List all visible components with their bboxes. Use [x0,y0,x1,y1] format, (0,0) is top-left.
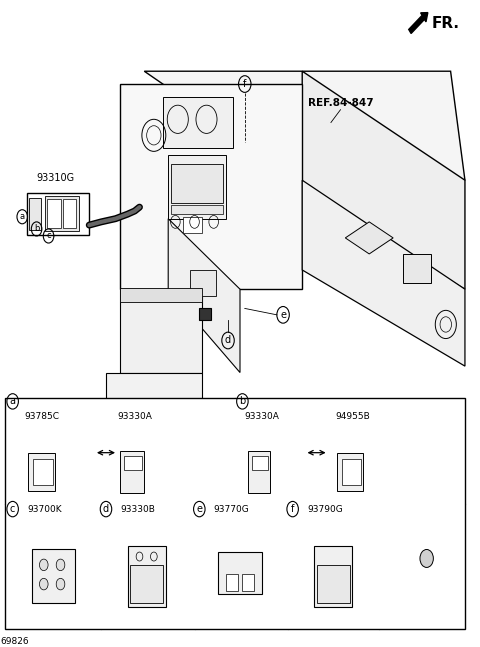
Bar [170,164,223,203]
Bar [29,198,41,230]
Circle shape [56,578,65,590]
Text: 93330A: 93330A [117,411,152,421]
Bar [403,254,432,283]
Polygon shape [120,84,302,289]
Text: 93330B: 93330B [120,505,155,514]
Bar [199,309,211,320]
Bar [218,552,262,594]
Text: FR.: FR. [432,16,459,31]
Bar [314,545,352,606]
Text: 93770G: 93770G [214,505,250,514]
Polygon shape [302,71,465,289]
Bar [130,565,163,604]
Bar [5,398,465,629]
Circle shape [39,559,48,571]
Bar [190,270,216,296]
Text: 93330A: 93330A [244,411,279,421]
Bar [32,549,75,604]
Bar [163,97,233,148]
Bar [342,459,361,485]
Text: b: b [34,225,39,234]
Text: d: d [225,336,231,345]
Bar [63,199,76,228]
Polygon shape [144,71,465,181]
Text: d: d [103,504,109,514]
Text: e: e [196,504,202,514]
Bar [27,193,89,235]
Polygon shape [120,289,202,373]
Text: f: f [243,79,246,89]
Text: 93785C: 93785C [24,411,59,421]
Bar [120,288,202,302]
Text: c: c [10,504,15,514]
Bar [33,459,53,485]
Circle shape [420,549,433,567]
Text: a: a [10,397,16,406]
Text: c: c [46,232,51,241]
Text: 93700K: 93700K [27,505,61,514]
Bar [45,196,79,232]
Bar [248,451,270,493]
Bar [28,453,55,491]
Text: e: e [280,310,286,320]
Circle shape [39,578,48,590]
Polygon shape [168,219,240,373]
Bar [170,204,223,214]
Text: 93310G: 93310G [36,173,75,183]
Bar [317,565,350,604]
Circle shape [56,559,65,571]
Polygon shape [345,222,393,254]
Text: 69826: 69826 [0,637,29,646]
FancyArrow shape [409,12,428,34]
Text: a: a [20,212,25,221]
Text: f: f [291,504,294,514]
Text: REF.84-847: REF.84-847 [308,98,373,108]
Bar [128,545,166,606]
Text: b: b [239,397,245,406]
Text: 94955B: 94955B [335,411,370,421]
Polygon shape [106,373,202,463]
Bar [182,217,202,233]
Bar [168,155,226,219]
Bar [226,575,238,591]
Text: 93790G: 93790G [307,505,343,514]
Bar [252,456,268,470]
Bar [124,456,143,470]
Bar [337,453,363,491]
Bar [242,575,254,591]
Bar [47,199,60,228]
Polygon shape [326,568,340,587]
Polygon shape [302,181,465,366]
Bar [120,451,144,493]
